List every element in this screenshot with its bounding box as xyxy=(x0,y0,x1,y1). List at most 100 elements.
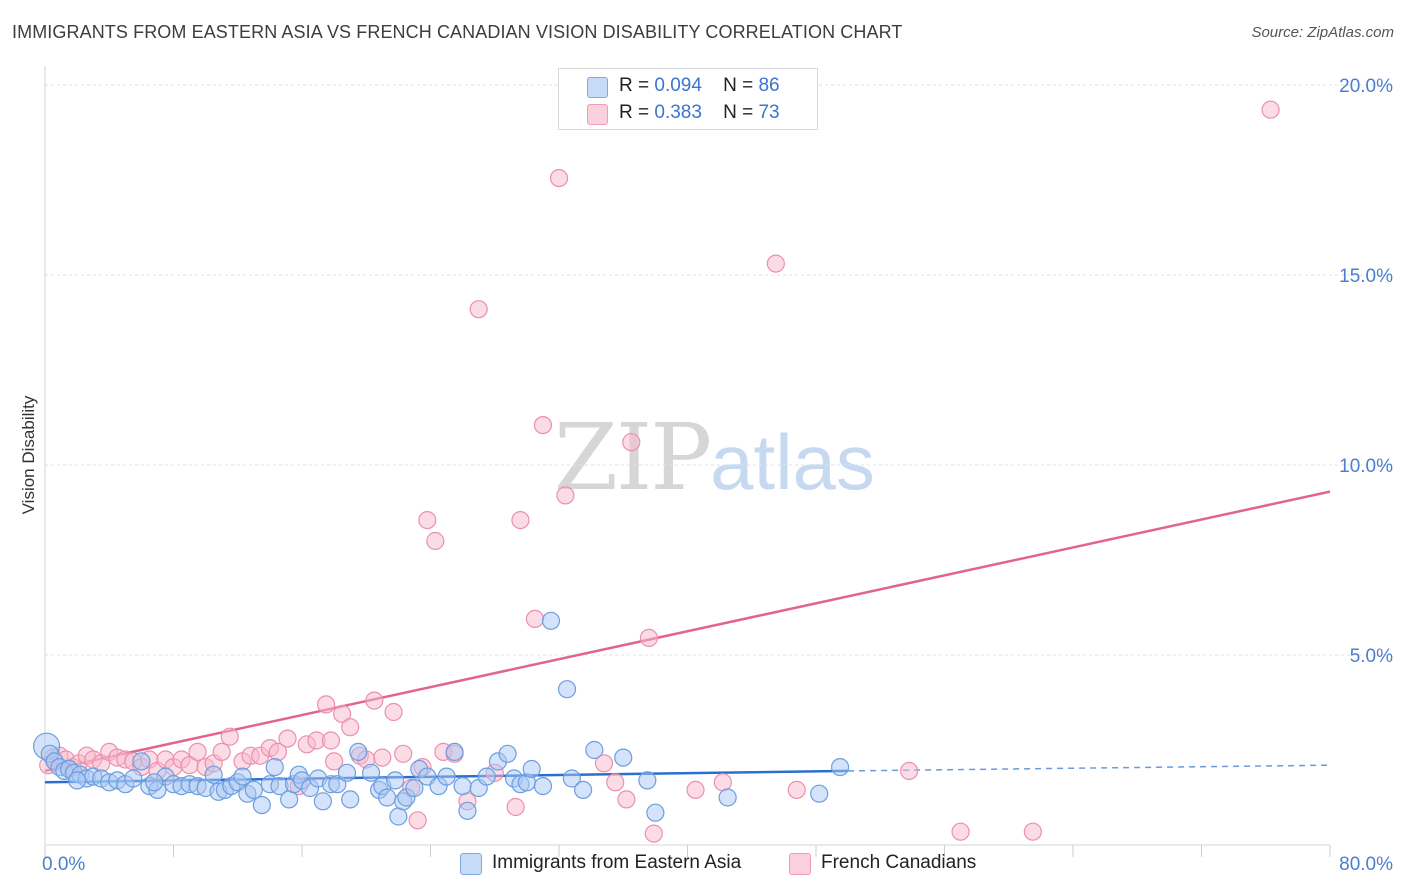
point-french-canadian xyxy=(1261,100,1280,119)
point-french-canadian xyxy=(278,729,297,748)
point-eastern-asia xyxy=(646,803,665,822)
point-eastern-asia xyxy=(562,769,581,788)
legend-text-french-canadians: R = 0.383 N = 73 xyxy=(619,102,780,124)
point-french-canadian xyxy=(316,695,336,714)
legend-r-value: 0.094 xyxy=(654,75,702,96)
point-eastern-asia xyxy=(361,763,381,782)
points-layer xyxy=(33,100,1280,843)
legend-n-value: 73 xyxy=(758,102,780,123)
point-french-canadian xyxy=(622,433,641,452)
point-eastern-asia xyxy=(265,757,284,777)
y-tick-label: 15.0% xyxy=(1339,266,1393,287)
point-eastern-asia xyxy=(280,790,299,809)
point-eastern-asia xyxy=(132,752,151,771)
point-eastern-asia xyxy=(124,769,143,788)
point-eastern-asia xyxy=(389,807,408,826)
point-french-canadian xyxy=(556,486,575,505)
point-eastern-asia xyxy=(638,771,657,790)
point-french-canadian xyxy=(686,780,705,800)
point-french-canadian xyxy=(787,780,806,800)
point-french-canadian xyxy=(594,754,614,773)
watermark-atlas: atlas xyxy=(710,418,875,506)
point-french-canadian xyxy=(212,742,231,762)
point-eastern-asia xyxy=(573,780,593,800)
point-eastern-asia xyxy=(718,788,737,807)
legend-n-label: N = xyxy=(723,102,754,123)
point-french-canadian xyxy=(325,752,344,771)
correlation-legend: R = 0.094 N = 86 R = 0.383 N = 73 xyxy=(558,68,818,130)
bottom-legend-label-french-canadians: French Canadians xyxy=(821,852,977,873)
point-french-canadian xyxy=(373,748,392,767)
point-eastern-asia xyxy=(437,767,456,786)
point-french-canadian xyxy=(900,761,919,781)
point-eastern-asia xyxy=(498,744,517,763)
point-eastern-asia xyxy=(810,784,829,803)
point-eastern-asia xyxy=(349,742,368,762)
point-french-canadian xyxy=(341,718,360,737)
bottom-legend-label-eastern-asia: Immigrants from Eastern Asia xyxy=(492,852,742,873)
point-eastern-asia xyxy=(204,765,223,784)
grid-layer xyxy=(45,84,1392,656)
point-eastern-asia xyxy=(533,776,553,796)
legend-n-label: N = xyxy=(723,75,754,96)
point-eastern-asia xyxy=(614,748,633,767)
point-french-canadian xyxy=(549,169,569,188)
point-french-canadian xyxy=(333,704,352,724)
point-french-canadian xyxy=(713,773,732,792)
point-eastern-asia xyxy=(585,740,604,760)
point-french-canadian xyxy=(365,691,384,710)
chart-title: IMMIGRANTS FROM EASTERN ASIA VS FRENCH C… xyxy=(12,22,903,42)
point-french-canadian xyxy=(321,731,341,750)
point-french-canadian xyxy=(418,510,437,530)
point-eastern-asia xyxy=(341,790,360,809)
point-french-canadian xyxy=(394,744,413,763)
point-eastern-asia xyxy=(145,773,164,792)
axis-layer xyxy=(44,66,1331,857)
point-eastern-asia xyxy=(453,776,472,796)
point-french-canadian xyxy=(766,254,785,273)
y-tick-label: 5.0% xyxy=(1350,646,1393,667)
legend-n-value: 86 xyxy=(758,75,780,96)
point-french-canadian xyxy=(384,702,403,722)
point-french-canadian xyxy=(525,609,545,629)
point-french-canadian xyxy=(644,824,663,843)
legend-swatch-pink xyxy=(587,104,608,125)
legend-r-label: R = xyxy=(619,75,650,96)
label-layer: 5.0% 10.0% 15.0% 20.0% 0.0% 80.0% Vision Disab… xyxy=(19,76,1393,875)
point-eastern-asia xyxy=(557,680,577,699)
point-eastern-asia xyxy=(830,757,850,777)
point-eastern-asia xyxy=(458,801,477,820)
y-tick-label: 20.0% xyxy=(1339,76,1393,97)
trendline-eastern-asia-extension xyxy=(848,764,1331,772)
source-label: Source: ZipAtlas.com xyxy=(1251,24,1394,41)
watermark: ZIPatlas xyxy=(554,404,875,511)
legend-text-eastern-asia: R = 0.094 N = 86 xyxy=(619,75,780,97)
point-french-canadian xyxy=(506,797,525,817)
point-french-canadian xyxy=(951,822,970,841)
point-eastern-asia xyxy=(541,611,561,630)
point-french-canadian xyxy=(220,727,239,746)
legend-r-label: R = xyxy=(619,102,650,123)
bottom-legend-swatch-pink xyxy=(789,853,811,875)
point-eastern-asia xyxy=(477,767,496,786)
watermark-zip: ZIP xyxy=(554,404,712,511)
point-french-canadian xyxy=(408,811,427,830)
trendline-french-canadians xyxy=(44,490,1331,773)
point-french-canadian xyxy=(1023,822,1042,841)
point-french-canadian xyxy=(188,742,207,762)
point-french-canadian xyxy=(606,773,625,792)
point-french-canadian xyxy=(617,790,636,809)
point-eastern-asia xyxy=(386,771,405,790)
point-french-canadian xyxy=(533,416,553,435)
point-eastern-asia xyxy=(68,771,87,790)
point-eastern-asia xyxy=(405,778,424,798)
legend-r-value: 0.383 xyxy=(654,102,702,123)
point-eastern-asia xyxy=(522,759,541,779)
point-french-canadian xyxy=(469,300,488,319)
point-french-canadian xyxy=(639,628,659,648)
legend-swatch-blue xyxy=(587,77,608,98)
point-eastern-asia xyxy=(233,767,252,786)
point-eastern-asia xyxy=(378,788,397,807)
x-tick-label: 80.0% xyxy=(1339,854,1393,875)
